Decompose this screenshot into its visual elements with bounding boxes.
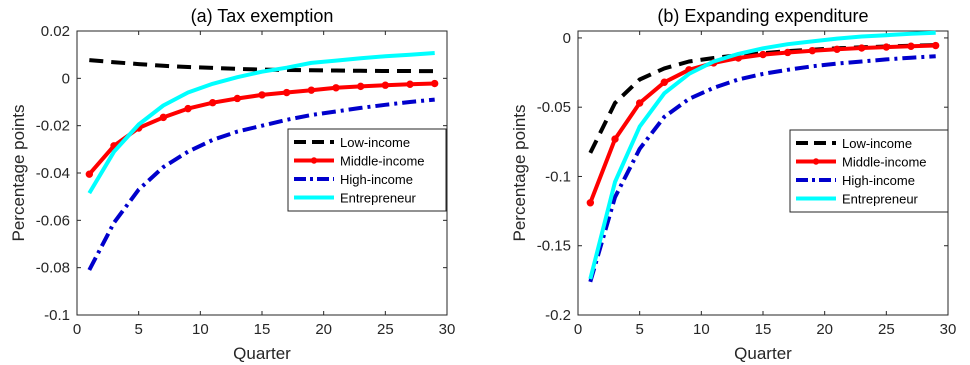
x-tick-label: 20 (816, 321, 833, 338)
data-point (586, 199, 595, 207)
data-point (882, 43, 891, 51)
series-line-entrepreneur (87, 51, 435, 195)
y-tick-label: -0.15 (537, 238, 571, 255)
legend-label: High-income (340, 172, 413, 187)
chart-title: (a) Tax exemption (191, 6, 334, 26)
data-point (907, 42, 915, 50)
legend-label: Middle-income (842, 155, 927, 170)
data-point (931, 41, 940, 50)
y-tick-label: -0.04 (36, 165, 70, 182)
data-point (808, 46, 817, 55)
x-tick-label: 25 (377, 321, 394, 338)
legend-label: Entrepreneur (340, 191, 417, 206)
x-tick-label: 0 (574, 321, 582, 338)
x-tick-label: 20 (315, 321, 332, 338)
x-tick-label: 10 (693, 321, 710, 338)
x-axis-label: Quarter (233, 344, 291, 363)
data-point (159, 113, 168, 122)
series-line-entrepreneur (588, 30, 936, 280)
legend-label: High-income (842, 173, 915, 188)
legend-label: Low-income (842, 136, 912, 151)
series-line-low-income (89, 58, 435, 74)
x-tick-label: 30 (439, 321, 456, 338)
data-point (381, 81, 390, 89)
legend-label: Entrepreneur (842, 192, 919, 207)
data-point (611, 135, 619, 143)
y-tick-label: -0.1 (44, 307, 70, 324)
y-tick-label: -0.05 (537, 99, 571, 116)
x-tick-label: 25 (878, 321, 895, 338)
panel-expanding-expenditure: (b) Expanding expenditure 0 5 10 15 20 25 30 -0.… (510, 6, 956, 363)
data-point (233, 94, 242, 103)
y-tick-label: 0.02 (41, 23, 70, 40)
y-axis-label: Percentage points (9, 104, 28, 241)
legend-marker (310, 157, 318, 164)
data-point (759, 50, 767, 59)
data-point (660, 78, 669, 86)
x-tick-label: 15 (755, 321, 772, 338)
data-point (833, 45, 841, 53)
data-point (184, 104, 192, 113)
data-point (635, 99, 644, 107)
y-tick-label: -0.1 (545, 168, 571, 185)
data-point (332, 84, 340, 92)
x-tick-label: 10 (192, 321, 209, 338)
legend-label: Low-income (340, 135, 410, 150)
series-line-high-income (87, 97, 435, 271)
y-tick-label: -0.2 (545, 307, 571, 324)
data-point (857, 44, 866, 52)
data-point (258, 91, 266, 99)
panel-tax-exemption: (a) Tax exemption 0 5 10 15 20 25 30 -0.1 -0.08 -0… (9, 6, 455, 363)
data-point (282, 88, 291, 97)
data-point (85, 170, 94, 178)
y-tick-label: -0.08 (36, 260, 70, 277)
x-tick-label: 0 (73, 321, 81, 338)
chart-title: (b) Expanding expenditure (657, 6, 868, 26)
x-tick-label: 5 (635, 321, 643, 338)
y-tick-label: -0.02 (36, 118, 70, 135)
legend-label: Middle-income (340, 154, 425, 169)
series-line-high-income (588, 54, 936, 283)
data-point (356, 82, 365, 91)
y-tick-label: -0.06 (36, 212, 70, 229)
y-axis-label: Percentage points (510, 104, 529, 241)
y-tick-label: 0 (62, 70, 70, 87)
x-axis-label: Quarter (734, 344, 792, 363)
legend-marker (812, 158, 820, 165)
x-tick-label: 30 (940, 321, 957, 338)
data-point (783, 48, 792, 57)
x-tick-label: 5 (134, 321, 142, 338)
data-point (208, 99, 217, 107)
y-tick-label: 0 (563, 30, 571, 47)
data-point (406, 80, 414, 88)
data-point (430, 79, 439, 88)
data-point (307, 86, 316, 94)
x-tick-label: 15 (254, 321, 271, 338)
